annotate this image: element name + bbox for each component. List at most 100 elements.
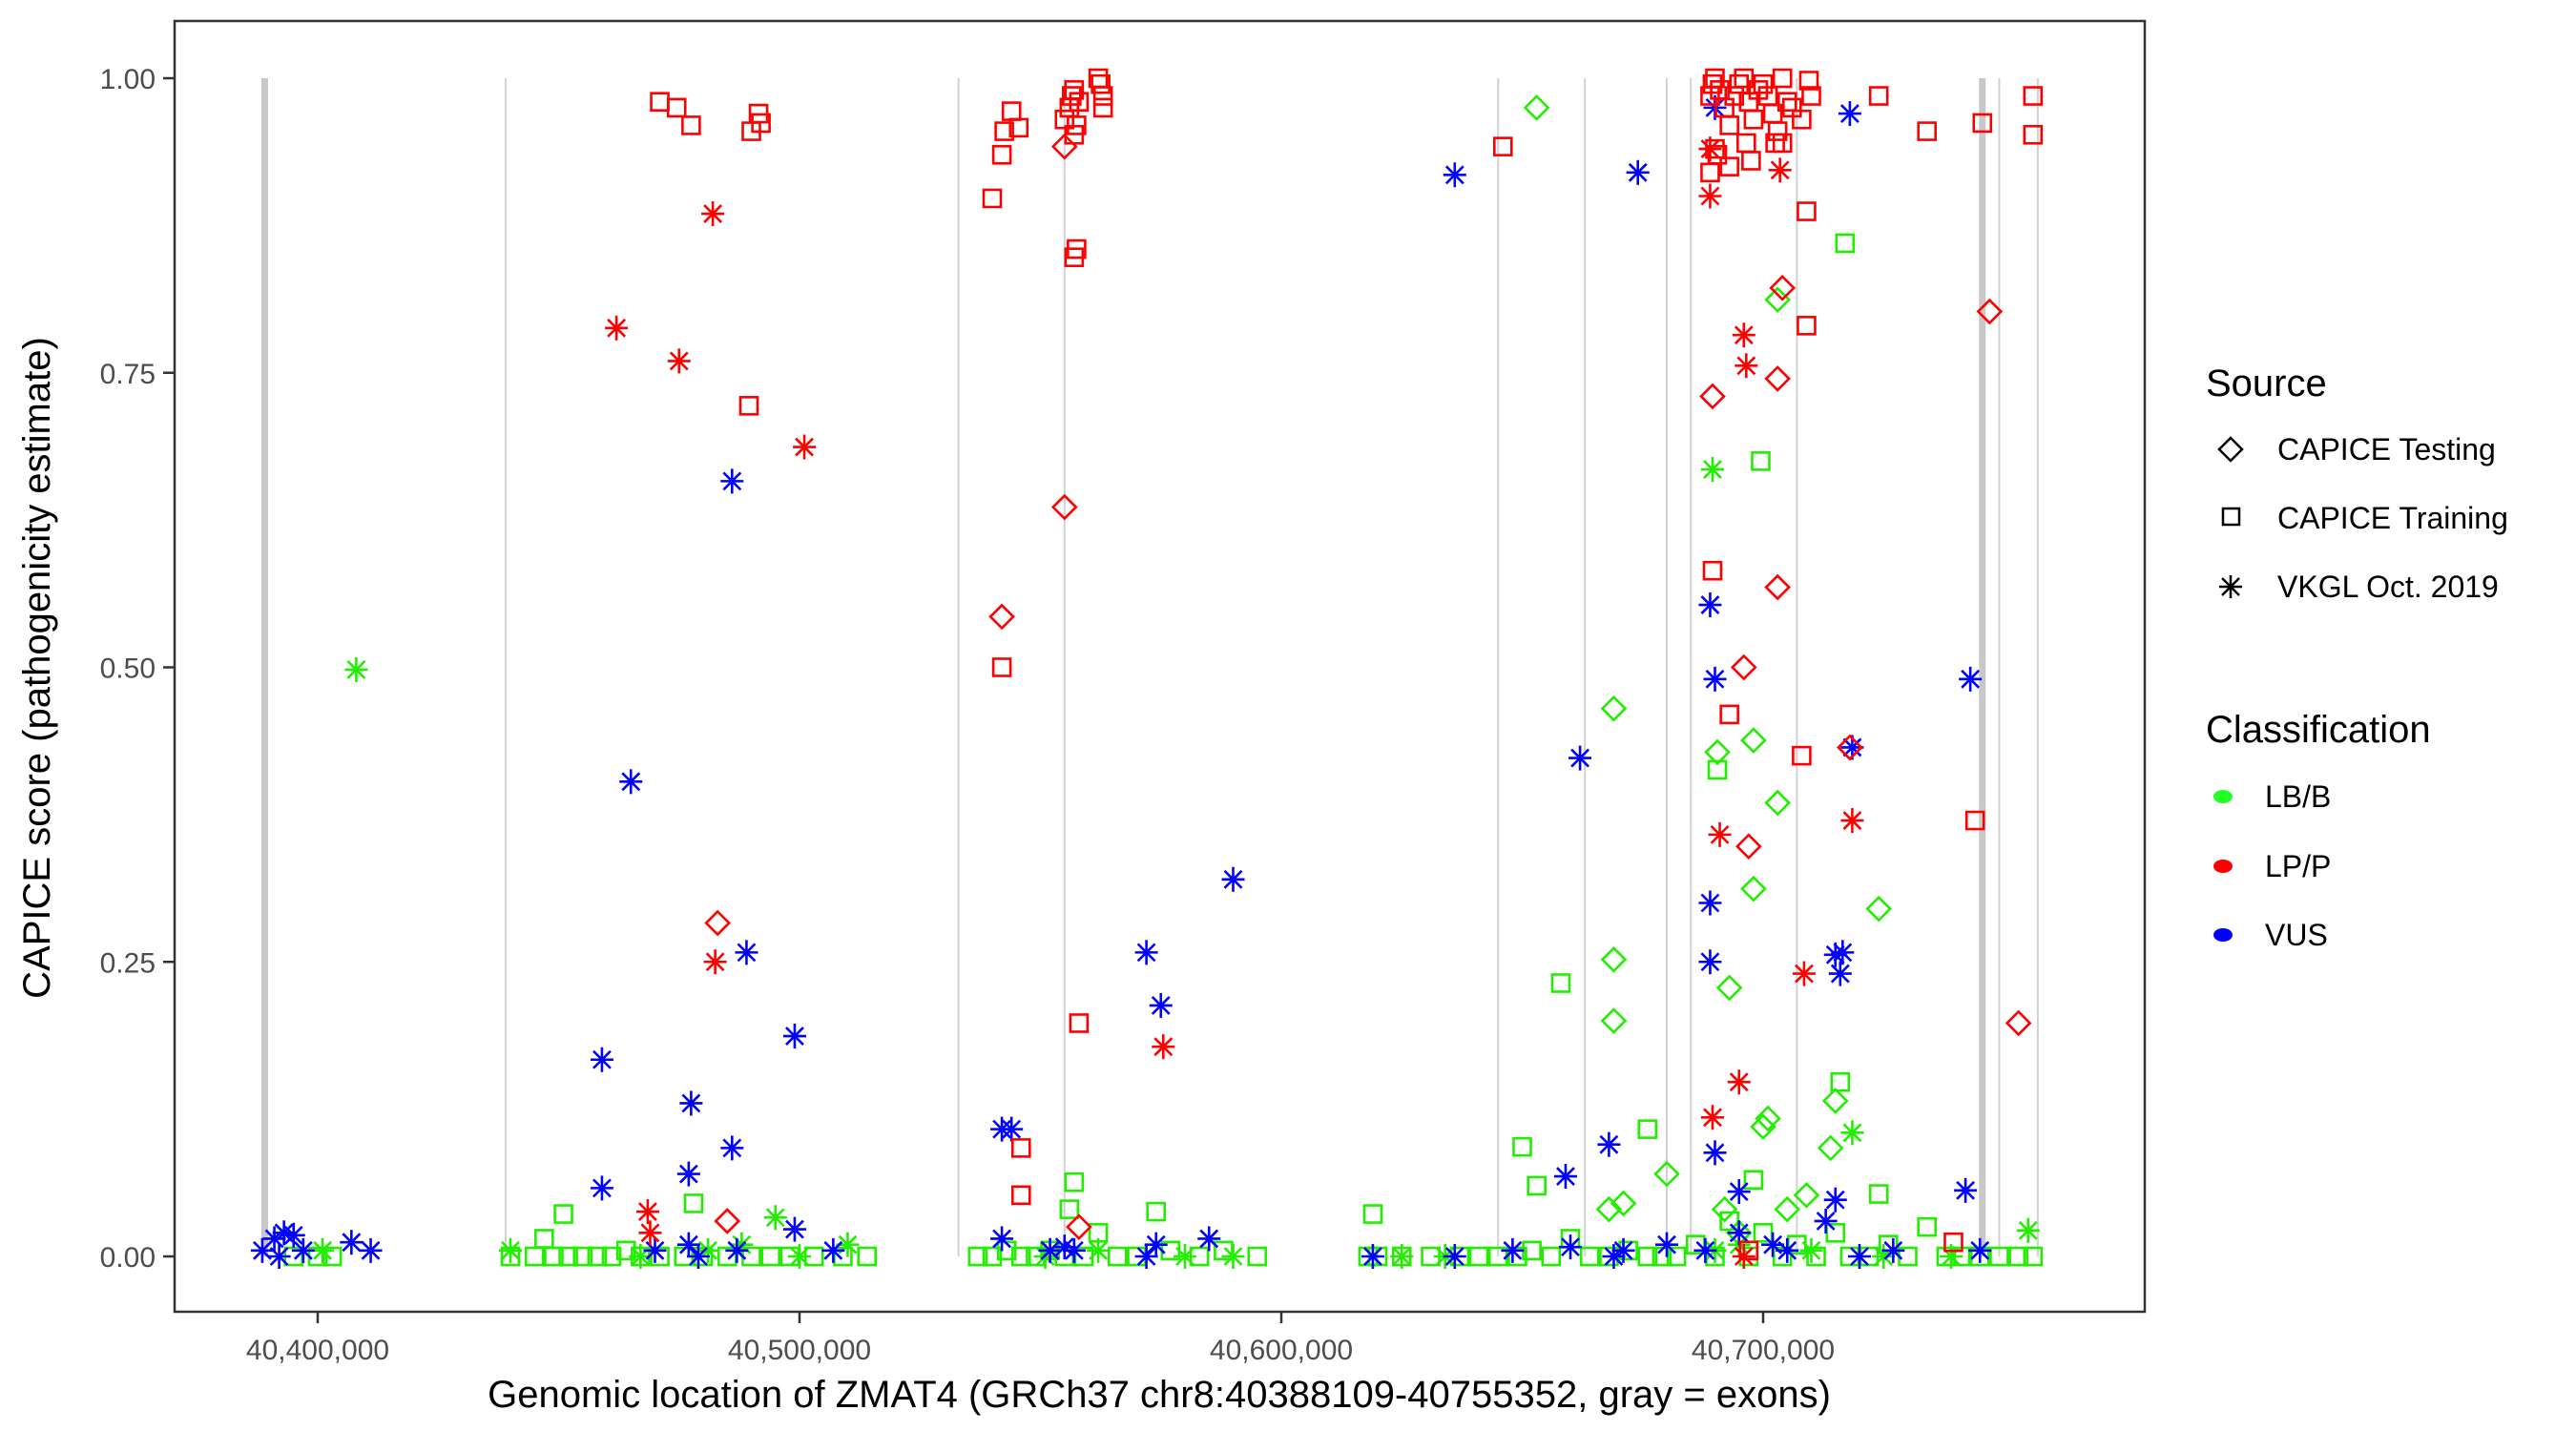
data-point-square bbox=[1527, 1175, 1547, 1196]
data-point-asterisk bbox=[1501, 1237, 1525, 1263]
data-point-square bbox=[1835, 233, 1856, 254]
legend-label: VUS bbox=[2265, 918, 2328, 952]
data-point-asterisk bbox=[1939, 1244, 1963, 1269]
data-point-asterisk bbox=[590, 1175, 613, 1201]
data-point-square bbox=[524, 1246, 545, 1267]
data-point-diamond bbox=[1704, 738, 1731, 766]
data-point-square bbox=[601, 1246, 622, 1267]
data-point-square bbox=[1550, 973, 1571, 993]
data-point-square bbox=[1943, 1232, 1963, 1253]
data-point-diamond bbox=[1699, 383, 1726, 410]
data-point-asterisk bbox=[1443, 162, 1466, 188]
data-point-square bbox=[1468, 1246, 1489, 1267]
data-point-square bbox=[1741, 151, 1761, 171]
data-point-square bbox=[1734, 68, 1755, 89]
y-tick-label: 0.75 bbox=[100, 359, 156, 390]
y-axis: 0.00 0.25 0.50 0.75 1.00 bbox=[100, 64, 175, 1274]
data-point-square bbox=[1830, 1071, 1851, 1092]
data-point-asterisk bbox=[311, 1237, 335, 1263]
data-point-asterisk bbox=[1038, 1237, 1062, 1263]
data-point-asterisk bbox=[1703, 666, 1727, 692]
data-point-square bbox=[683, 1193, 704, 1213]
data-point-square bbox=[982, 1246, 1003, 1267]
data-point-asterisk bbox=[1361, 1244, 1384, 1269]
data-point-diamond bbox=[1066, 1213, 1092, 1240]
data-point-square bbox=[681, 115, 701, 135]
data-point-asterisk bbox=[643, 1237, 667, 1263]
data-point-asterisk bbox=[1708, 821, 1732, 847]
data-point-square bbox=[1008, 117, 1029, 138]
data-point-square bbox=[558, 1246, 578, 1267]
legend-source-title: Source bbox=[2206, 363, 2327, 404]
data-point-asterisk bbox=[1174, 1244, 1196, 1269]
data-point-square bbox=[572, 1246, 593, 1267]
x-tick-label: 40,500,000 bbox=[728, 1335, 871, 1366]
data-point-diamond bbox=[1050, 493, 1078, 521]
data-point-asterisk bbox=[499, 1237, 522, 1263]
data-point-square bbox=[1702, 73, 1723, 94]
legend-label: CAPICE Testing bbox=[2277, 432, 2496, 467]
data-point-asterisk bbox=[1698, 183, 1722, 209]
data-point-asterisk bbox=[763, 1205, 787, 1231]
data-point-diamond bbox=[1523, 94, 1550, 121]
data-point-diamond bbox=[1976, 298, 2004, 325]
data-point-asterisk bbox=[1062, 1237, 1086, 1263]
data-point-square bbox=[1059, 1199, 1080, 1219]
data-point-diamond bbox=[1600, 945, 1628, 973]
data-point-diamond bbox=[1750, 1113, 1776, 1140]
data-point-asterisk bbox=[1881, 1237, 1905, 1263]
data-point-asterisk bbox=[1700, 1105, 1724, 1130]
data-point-asterisk bbox=[619, 769, 643, 795]
data-point-square bbox=[1792, 745, 1812, 766]
data-point-asterisk bbox=[344, 656, 368, 682]
diamond-icon bbox=[2217, 436, 2244, 463]
data-point-square bbox=[1972, 113, 1993, 134]
data-point-square bbox=[1362, 1204, 1383, 1224]
data-point-asterisk bbox=[720, 1135, 744, 1161]
data-point-asterisk bbox=[1698, 136, 1722, 162]
legend-label: CAPICE Training bbox=[2277, 501, 2508, 535]
legend: Source CAPICE Testing CAPICE Training VK… bbox=[2206, 363, 2508, 952]
data-point-asterisk bbox=[676, 1161, 700, 1187]
data-point-square bbox=[1738, 1240, 1759, 1261]
data-point-asterisk bbox=[1768, 157, 1792, 183]
legend-label: VKGL Oct. 2019 bbox=[2277, 570, 2499, 604]
data-point-asterisk bbox=[340, 1230, 364, 1255]
data-point-square bbox=[1108, 1246, 1128, 1267]
data-point-asterisk bbox=[1776, 1237, 1799, 1263]
data-point-diamond bbox=[1595, 1195, 1623, 1223]
data-point-diamond bbox=[1735, 833, 1762, 861]
data-point-square bbox=[544, 1246, 564, 1267]
data-point-square bbox=[1806, 1246, 1826, 1267]
data-point-asterisk bbox=[703, 949, 727, 975]
data-point-asterisk bbox=[1597, 1131, 1621, 1157]
data-point-asterisk bbox=[1698, 890, 1722, 916]
data-point-asterisk bbox=[1727, 1179, 1751, 1205]
data-point-square bbox=[1801, 86, 1821, 106]
data-point-square bbox=[1579, 1246, 1600, 1267]
data-point-square bbox=[1776, 92, 1797, 112]
data-point-asterisk bbox=[1732, 1244, 1755, 1269]
data-point-square bbox=[1798, 71, 1819, 91]
legend-item-vus: VUS bbox=[2213, 918, 2328, 952]
data-point-diamond bbox=[1793, 1181, 1820, 1209]
data-point-asterisk bbox=[1831, 940, 1855, 965]
data-point-square bbox=[666, 97, 687, 118]
data-point-asterisk bbox=[1968, 1237, 1992, 1263]
data-point-diamond bbox=[704, 909, 731, 937]
data-point-square bbox=[1719, 156, 1739, 176]
data-point-asterisk bbox=[635, 1199, 659, 1225]
data-point-asterisk bbox=[1553, 1164, 1577, 1190]
data-point-asterisk bbox=[1626, 159, 1650, 185]
data-point-square bbox=[1743, 109, 1764, 130]
data-point-square bbox=[587, 1246, 608, 1267]
data-point-square bbox=[1092, 86, 1113, 106]
data-point-square bbox=[1743, 1170, 1764, 1191]
data-point-asterisk bbox=[1000, 1116, 1024, 1142]
legend-item-capice-testing: CAPICE Testing bbox=[2217, 432, 2496, 467]
data-point-asterisk bbox=[1954, 1177, 1978, 1203]
data-point-asterisk bbox=[1703, 1140, 1727, 1166]
data-point-asterisk bbox=[1823, 1187, 1847, 1213]
data-point-square bbox=[2023, 86, 2044, 106]
data-point-diamond bbox=[1740, 875, 1767, 902]
